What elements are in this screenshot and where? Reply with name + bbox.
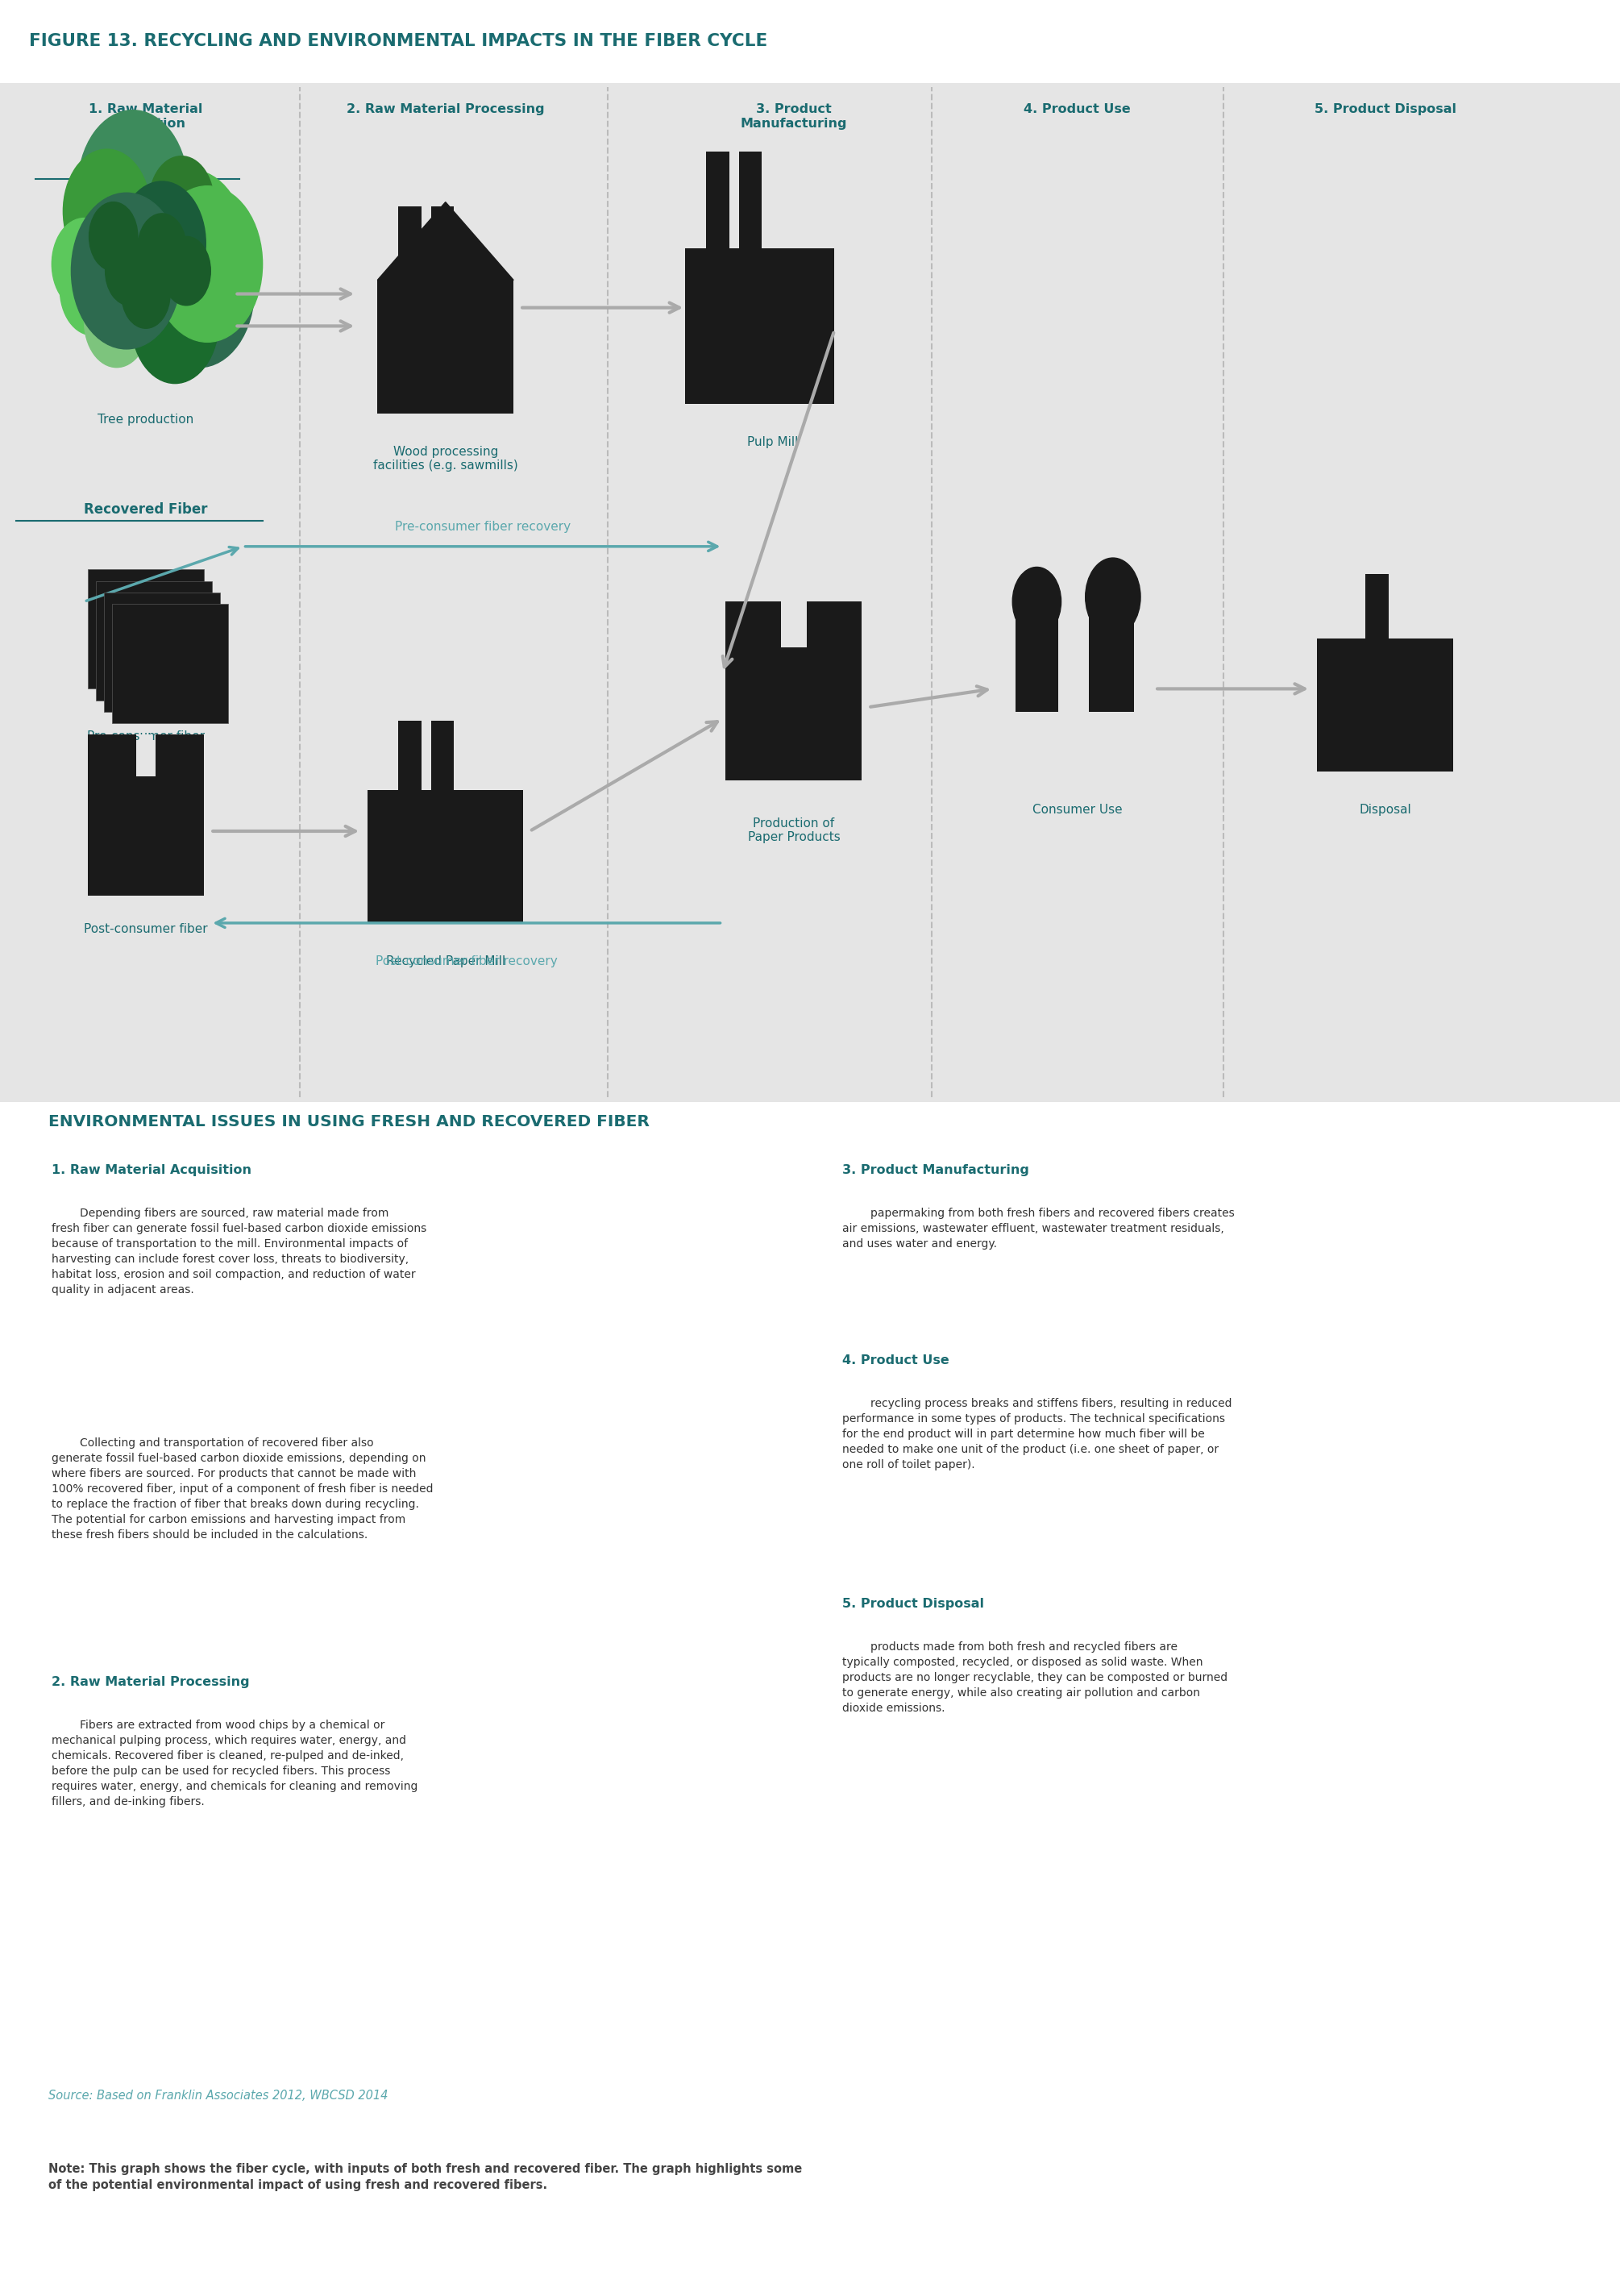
Text: Note: This graph shows the fiber cycle, with inputs of both fresh and recovered : Note: This graph shows the fiber cycle, …	[49, 2163, 802, 2190]
Bar	[784, 602, 804, 647]
Circle shape	[63, 149, 151, 273]
Bar	[431, 207, 454, 280]
Text: papermaking from both fresh fibers and recovered fibers creates
air emissions, w: papermaking from both fresh fibers and r…	[842, 1208, 1234, 1249]
Text: Pre-consumer fiber recovery: Pre-consumer fiber recovery	[395, 521, 570, 533]
Bar	[807, 602, 862, 647]
Bar	[1016, 611, 1058, 712]
Circle shape	[102, 220, 190, 344]
Text: Recycled Paper Mill: Recycled Paper Mill	[386, 955, 505, 967]
Circle shape	[118, 181, 206, 305]
Circle shape	[60, 243, 125, 335]
Text: Recovered Fiber: Recovered Fiber	[84, 503, 207, 517]
Text: 2. Raw Material Processing: 2. Raw Material Processing	[347, 103, 544, 115]
Circle shape	[136, 170, 246, 326]
Text: recycling process breaks and stiffens fibers, resulting in reduced
performance i: recycling process breaks and stiffens fi…	[842, 1398, 1233, 1472]
Circle shape	[149, 156, 214, 248]
Circle shape	[152, 186, 262, 342]
Text: Tree production: Tree production	[97, 413, 194, 425]
Bar	[112, 604, 228, 723]
Bar	[0, 1104, 1620, 2296]
Bar	[87, 569, 204, 689]
Text: Wood processing
facilities (e.g. sawmills): Wood processing facilities (e.g. sawmill…	[373, 445, 518, 471]
Bar	[96, 581, 212, 700]
Circle shape	[122, 259, 170, 328]
Circle shape	[1012, 567, 1061, 636]
Circle shape	[78, 110, 188, 266]
Text: Post-consumer fiber recovery: Post-consumer fiber recovery	[376, 955, 557, 967]
Bar	[739, 152, 761, 248]
Text: 2. Raw Material Processing: 2. Raw Material Processing	[52, 1676, 249, 1688]
Bar	[399, 207, 421, 280]
Text: Fresh Fiber: Fresh Fiber	[104, 161, 188, 174]
Text: Depending fibers are sourced, raw material made from
fresh fiber can generate fo: Depending fibers are sourced, raw materi…	[52, 1208, 426, 1295]
Circle shape	[1085, 558, 1140, 636]
Circle shape	[138, 214, 186, 282]
Bar	[1366, 574, 1388, 638]
Text: products made from both fresh and recycled fibers are
typically composted, recyc: products made from both fresh and recycl…	[842, 1642, 1228, 1715]
Bar	[87, 735, 136, 776]
Bar	[1089, 602, 1134, 712]
Text: FIGURE 13. RECYCLING AND ENVIRONMENTAL IMPACTS IN THE FIBER CYCLE: FIGURE 13. RECYCLING AND ENVIRONMENTAL I…	[29, 32, 768, 51]
Bar	[1317, 638, 1453, 771]
Text: Disposal: Disposal	[1359, 804, 1411, 815]
Text: Source: Based on Franklin Associates 2012, WBCSD 2014: Source: Based on Franklin Associates 201…	[49, 2089, 389, 2101]
Bar	[0, 0, 1620, 83]
Bar	[104, 592, 220, 712]
Text: 4. Product Use: 4. Product Use	[1024, 103, 1131, 115]
Bar	[377, 280, 514, 413]
Text: 3. Product Manufacturing: 3. Product Manufacturing	[842, 1164, 1029, 1176]
Text: Collecting and transportation of recovered fiber also
generate fossil fuel-based: Collecting and transportation of recover…	[52, 1437, 434, 1541]
Bar	[726, 647, 862, 781]
Text: Pre-consumer fiber: Pre-consumer fiber	[87, 730, 204, 742]
Text: 5. Product Disposal: 5. Product Disposal	[842, 1598, 985, 1609]
Polygon shape	[377, 202, 514, 280]
Bar	[87, 776, 204, 895]
Circle shape	[52, 218, 117, 310]
Bar	[399, 721, 421, 790]
Circle shape	[162, 236, 211, 305]
Text: Consumer Use: Consumer Use	[1032, 804, 1123, 815]
Bar	[368, 790, 523, 923]
Text: 4. Product Use: 4. Product Use	[842, 1355, 949, 1366]
Bar	[685, 248, 834, 404]
Circle shape	[84, 276, 149, 367]
Circle shape	[144, 211, 254, 367]
Text: Production of
Paper Products: Production of Paper Products	[747, 817, 841, 843]
Bar	[0, 83, 1620, 1102]
Bar	[139, 735, 152, 776]
Circle shape	[105, 236, 154, 305]
Circle shape	[102, 158, 190, 282]
Bar	[706, 152, 729, 248]
Text: 1. Raw Material
Acquisition: 1. Raw Material Acquisition	[89, 103, 202, 129]
Text: Fibers are extracted from wood chips by a chemical or
mechanical pulping process: Fibers are extracted from wood chips by …	[52, 1720, 418, 1807]
Text: Post-consumer fiber: Post-consumer fiber	[84, 923, 207, 934]
Text: 5. Product Disposal: 5. Product Disposal	[1314, 103, 1456, 115]
Bar	[156, 735, 204, 776]
Text: 3. Product
Manufacturing: 3. Product Manufacturing	[740, 103, 847, 129]
Text: Pulp Mill: Pulp Mill	[747, 436, 799, 448]
Circle shape	[89, 202, 138, 271]
Text: ENVIRONMENTAL ISSUES IN USING FRESH AND RECOVERED FIBER: ENVIRONMENTAL ISSUES IN USING FRESH AND …	[49, 1114, 650, 1130]
Text: 1. Raw Material Acquisition: 1. Raw Material Acquisition	[52, 1164, 251, 1176]
Circle shape	[71, 193, 181, 349]
Bar	[431, 721, 454, 790]
Circle shape	[68, 202, 133, 294]
Circle shape	[131, 259, 219, 383]
Bar	[726, 602, 781, 647]
